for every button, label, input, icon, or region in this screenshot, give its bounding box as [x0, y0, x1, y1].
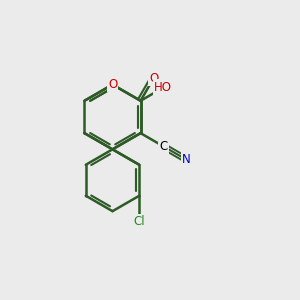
Text: HO: HO: [154, 81, 172, 94]
Text: N: N: [182, 153, 190, 166]
Text: O: O: [108, 78, 117, 91]
Text: C: C: [159, 140, 167, 153]
Text: O: O: [149, 71, 158, 85]
Text: Cl: Cl: [134, 215, 145, 229]
